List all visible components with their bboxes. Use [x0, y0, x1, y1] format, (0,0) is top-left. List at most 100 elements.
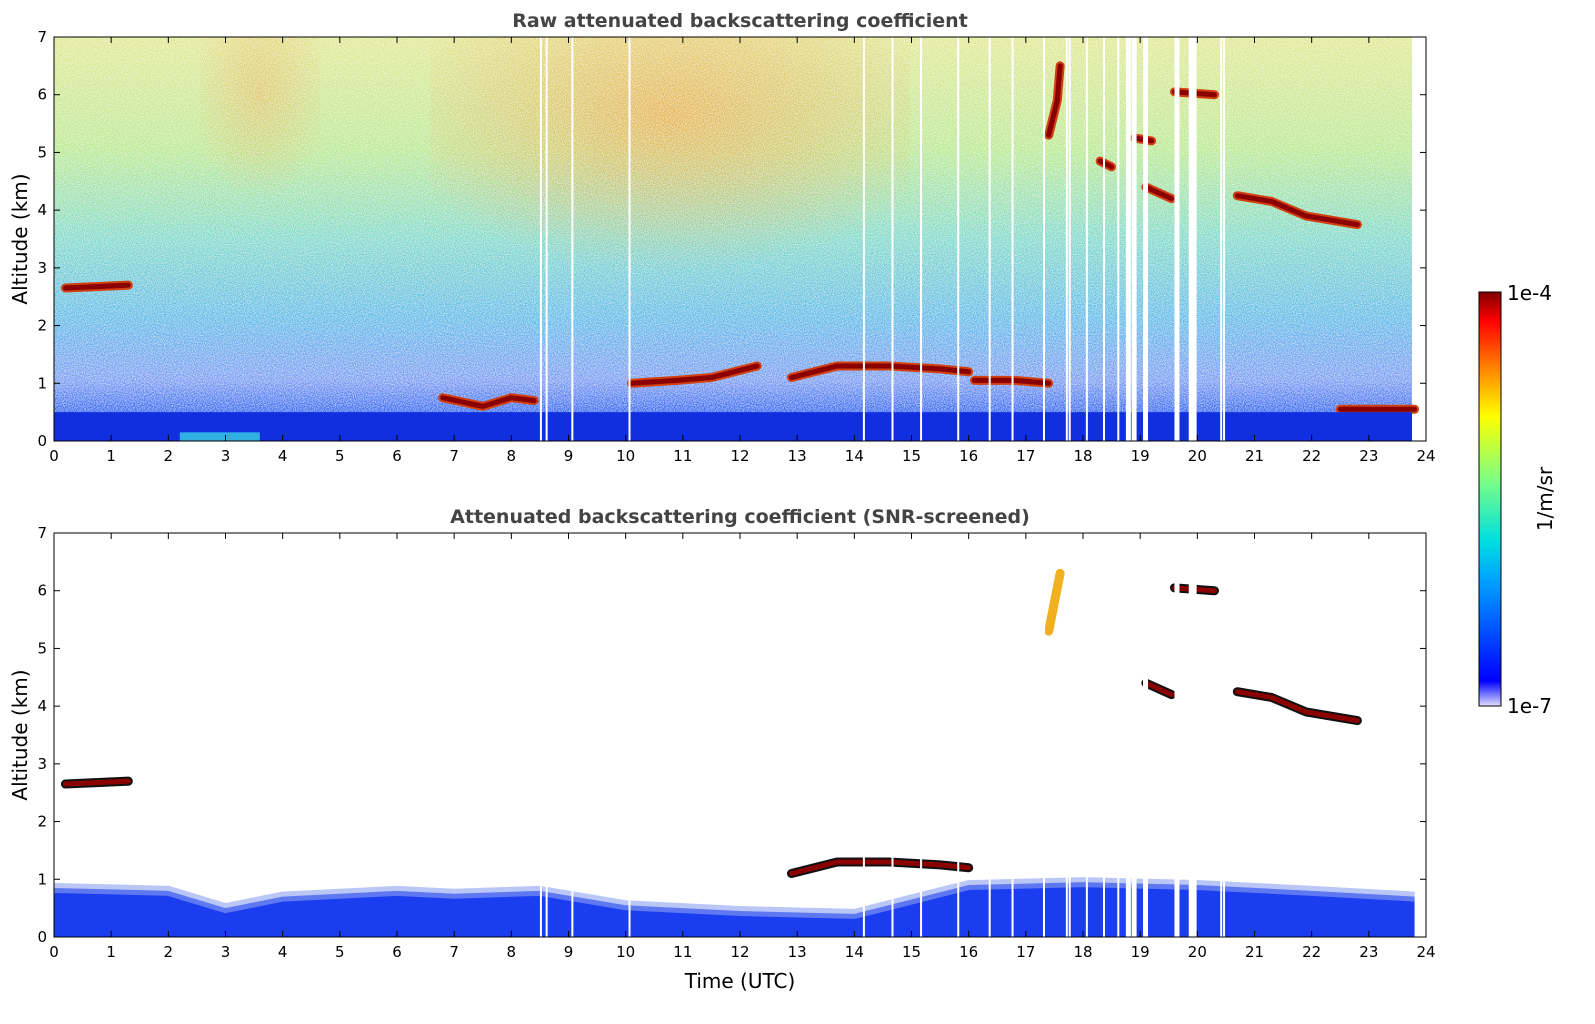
data-gap: [1174, 533, 1180, 937]
cloud-layer-core: [62, 778, 131, 787]
data-gap: [1220, 533, 1223, 937]
x-tick-label: 5: [335, 447, 345, 465]
data-gap: [571, 533, 574, 937]
x-tick-label: 12: [730, 943, 749, 961]
data-gap: [571, 37, 574, 441]
data-gap: [1117, 37, 1120, 441]
cloud-layer-core: [1131, 135, 1155, 144]
data-gap: [1103, 37, 1106, 441]
cloud-layer-core: [1143, 680, 1175, 698]
x-tick-label: 0: [49, 447, 59, 465]
data-gap: [1143, 533, 1149, 937]
data-gap: [1042, 533, 1045, 937]
y-tick-label: 0: [37, 928, 47, 946]
raw-cloud-features: [54, 61, 1420, 441]
data-gap: [1117, 533, 1120, 937]
data-gap: [1223, 533, 1226, 937]
x-tick-label: 19: [1131, 447, 1150, 465]
x-tick-label: 7: [449, 943, 459, 961]
y-tick-label: 5: [37, 143, 47, 161]
y-tick-label: 3: [37, 755, 47, 773]
x-tick-label: 4: [278, 447, 288, 465]
x-tick-label: 4: [278, 943, 288, 961]
raw-y-ticks: 0 1 2 3 4 5 6 7: [37, 28, 1426, 450]
data-gap: [920, 533, 923, 937]
x-tick-label: 21: [1245, 943, 1264, 961]
data-gap: [1174, 37, 1180, 441]
data-gap: [1131, 533, 1137, 937]
x-axis-label: Time (UTC): [684, 969, 796, 993]
data-gap: [1188, 37, 1194, 441]
x-tick-label: 18: [1073, 943, 1092, 961]
y-tick-label: 5: [37, 639, 47, 657]
x-tick-label: 8: [507, 447, 517, 465]
data-gap: [862, 37, 865, 441]
raw-backscatter-panel: 0 1 2 3 4 5 6 7 8 9 10 11 12 13 14 15 16 17 18 19 20 21 22 23 24…: [8, 10, 1436, 465]
cloud-layer-core: [971, 377, 1052, 386]
x-tick-label: 22: [1302, 447, 1321, 465]
y-tick-label: 1: [37, 374, 47, 392]
near-surface-bright-patch: [179, 432, 260, 441]
data-gap: [1085, 533, 1088, 937]
colorbar: 1e-4 1e-7 1/m/sr: [1478, 281, 1557, 718]
y-tick-label: 2: [37, 317, 47, 335]
data-gap: [539, 533, 542, 937]
x-tick-label: 6: [392, 943, 402, 961]
cloud-layer-core: [1097, 158, 1115, 170]
colorbar-max-label: 1e-4: [1507, 281, 1552, 305]
y-tick-label: 7: [37, 28, 47, 46]
aerosol-plume: [1044, 568, 1065, 636]
snr-background: [54, 533, 1426, 937]
cloud-layer-core: [788, 859, 972, 877]
x-tick-label: 23: [1359, 943, 1378, 961]
raw-no-data-strip: [1412, 37, 1426, 441]
colorbar-gradient: [1478, 291, 1502, 707]
x-tick-label: 22: [1302, 943, 1321, 961]
x-tick-label: 15: [902, 447, 921, 465]
x-tick-label: 3: [221, 447, 231, 465]
y-tick-label: 4: [37, 201, 47, 219]
x-tick-label: 1: [106, 447, 116, 465]
x-tick-label: 14: [845, 943, 864, 961]
cloud-layer-core: [62, 282, 131, 291]
data-gap: [545, 533, 548, 937]
x-tick-label: 20: [1188, 943, 1207, 961]
data-gap: [1125, 37, 1131, 441]
cloud-layer-core: [628, 363, 760, 386]
y-tick-label: 2: [37, 813, 47, 831]
data-gap: [957, 37, 960, 441]
y-tick-label: 1: [37, 870, 47, 888]
x-tick-label: 21: [1245, 447, 1264, 465]
snr-chart-title: Attenuated backscattering coefficient (S…: [450, 506, 1030, 528]
data-gap: [1011, 37, 1014, 441]
y-tick-label: 4: [37, 697, 47, 715]
snr-y-ticks: 0 1 2 3 4 5 6 7: [37, 524, 1426, 946]
x-tick-label: 16: [959, 943, 978, 961]
snr-cloud-features: [54, 568, 1415, 937]
x-tick-label: 23: [1359, 447, 1378, 465]
data-gap: [1068, 533, 1071, 937]
snr-x-ticks: 0 1 2 3 4 5 6 7 8 9 10 11 12 13 14 15 16 17 18 19 20 21 22 23 24: [49, 533, 1436, 961]
y-tick-label: 3: [37, 259, 47, 277]
x-tick-label: 6: [392, 447, 402, 465]
x-tick-label: 10: [616, 943, 635, 961]
data-gap: [1103, 533, 1106, 937]
x-tick-label: 24: [1416, 943, 1435, 961]
data-gap: [1011, 533, 1014, 937]
colorbar-min-label: 1e-7: [1507, 694, 1552, 718]
data-gap: [1223, 37, 1226, 441]
x-tick-label: 1: [106, 943, 116, 961]
x-tick-label: 10: [616, 447, 635, 465]
x-tick-label: 13: [788, 447, 807, 465]
data-gap: [862, 533, 865, 937]
x-tick-label: 24: [1416, 447, 1435, 465]
raw-y-axis-label: Altitude (km): [8, 173, 32, 304]
x-tick-label: 16: [959, 447, 978, 465]
data-gap: [628, 533, 631, 937]
data-gap: [1065, 37, 1068, 441]
data-gap: [545, 37, 548, 441]
cloud-layer-core: [1234, 689, 1360, 724]
x-tick-label: 7: [449, 447, 459, 465]
